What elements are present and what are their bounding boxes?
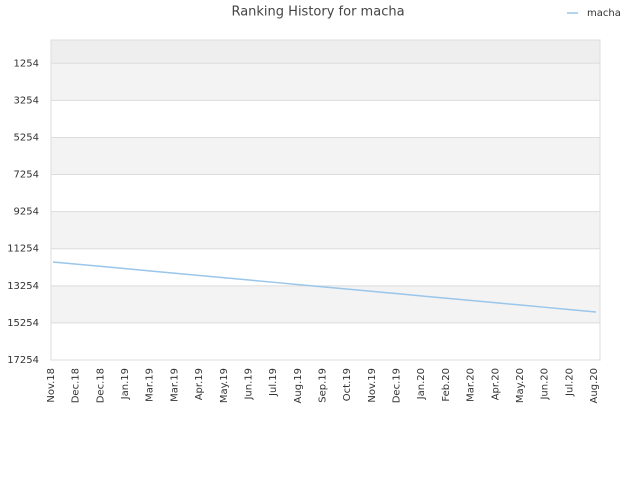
plot-band [51,40,600,64]
y-tick-label: 11254 [7,244,39,255]
x-tick-label: Nov.19 [367,368,378,403]
plot-band [51,174,600,212]
x-tick-label: Jan.19 [120,368,131,400]
plot-band [51,211,600,249]
y-tick-label: 13254 [7,281,39,292]
x-tick-label: Oct.19 [342,368,353,401]
x-tick-label: Sep.19 [318,368,329,403]
x-tick-label: Apr.20 [490,368,501,400]
plot-band [51,248,600,286]
x-tick-label: Jul.19 [268,368,279,397]
y-tick-label: 1254 [14,58,39,69]
x-tick-label: Mar.20 [466,368,477,402]
x-tick-label: Mar.19 [145,368,156,402]
x-tick-label: Feb.20 [441,368,452,402]
x-tick-label: Aug.19 [293,368,304,403]
y-tick-label: 17254 [7,355,39,366]
x-tick-label: Aug.20 [589,368,600,403]
plot-band [51,100,600,138]
chart-title: Ranking History for macha [231,5,404,20]
plot-band [51,322,600,360]
line [52,261,597,313]
x-tick-label: Jul.20 [564,368,575,397]
x-tick-label: Jun.19 [243,368,254,401]
plot-band [51,137,600,175]
legend-label: macha [587,8,621,19]
y-tick-label: 9254 [14,207,39,218]
x-tick-label: Apr.19 [194,368,205,400]
x-tick-label: Jun.20 [540,368,551,401]
x-tick-label: May.19 [219,368,230,403]
x-tick-label: Nov.18 [46,368,57,403]
x-tick-label: Mar.19 [169,368,180,402]
x-tick-label: Dec.18 [95,368,106,403]
y-tick-label: 5254 [14,132,39,143]
x-tick-label: Dec.18 [71,368,82,403]
y-tick-label: 15254 [7,318,39,329]
x-tick-label: May.20 [515,368,526,403]
y-tick-label: 3254 [14,95,39,106]
x-tick-label: Jan.20 [416,368,427,400]
y-tick-label: 7254 [14,170,39,181]
x-tick-label: Dec.19 [392,368,403,403]
plot-band [51,63,600,101]
